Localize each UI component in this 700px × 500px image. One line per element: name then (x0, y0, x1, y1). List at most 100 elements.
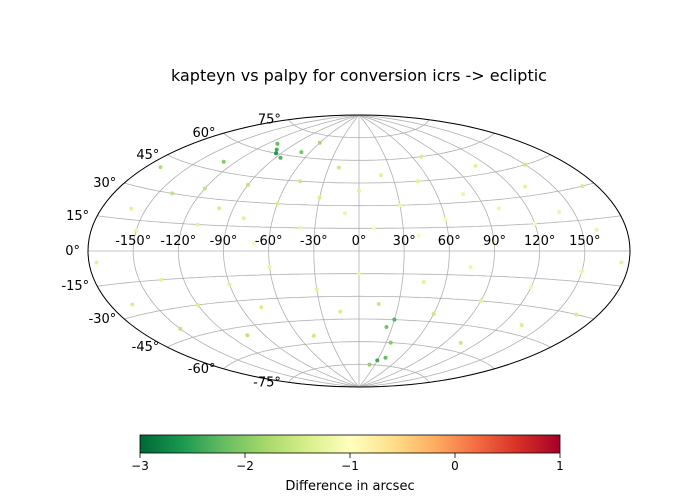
data-point (379, 173, 383, 178)
data-point (338, 309, 343, 314)
data-point (130, 302, 135, 307)
latitude-tick-label: 30° (93, 176, 116, 191)
latitude-tick-label: -45° (132, 340, 160, 355)
data-point (388, 340, 393, 345)
parallel-line (223, 132, 495, 161)
data-point (259, 305, 264, 310)
latitude-tick-label: -15° (61, 279, 89, 294)
data-point (274, 151, 279, 156)
sky-outline (87, 114, 631, 388)
colorbar-tick-label: 1 (556, 459, 564, 473)
data-point (579, 269, 584, 274)
latitude-tick-label: 60° (192, 126, 215, 141)
longitude-tick-label: -150° (115, 234, 151, 249)
data-point (94, 260, 99, 265)
data-point (574, 312, 579, 317)
colorbar-gradient (139, 434, 561, 454)
latitude-tick-label: -75° (253, 375, 281, 390)
data-point (523, 162, 528, 167)
data-point (496, 206, 501, 211)
colorbar-tick-label: −3 (131, 459, 149, 473)
data-point (443, 217, 448, 222)
longitude-tick-label: 150° (569, 234, 600, 249)
data-point (267, 264, 272, 269)
data-point (473, 163, 478, 168)
data-point (519, 323, 524, 328)
data-point (298, 179, 303, 184)
longitude-tick-labels: -150° -120° -90° -60° -30° 0° 30° 60° 90° 120° 150… (115, 234, 600, 249)
data-point (298, 225, 303, 230)
parallel-line (167, 154, 551, 184)
data-point (371, 226, 376, 231)
data-point (342, 211, 347, 216)
data-point (357, 271, 361, 276)
chart-title: kapteyn vs palpy for conversion icrs -> … (171, 66, 547, 85)
colorbar-label: Difference in arcsec (285, 479, 414, 494)
data-point (221, 159, 226, 164)
data-point (245, 333, 250, 338)
data-point (170, 191, 175, 196)
data-point (458, 340, 463, 345)
data-point (619, 260, 624, 265)
data-point (178, 326, 183, 331)
data-point (278, 155, 283, 160)
parallel-line (288, 119, 430, 139)
data-point (202, 186, 207, 191)
data-point (195, 222, 200, 227)
data-point (367, 362, 372, 367)
longitude-tick-label: -30° (300, 234, 328, 249)
colorbar: −3 −2 −1 0 1 Difference in arcsec (131, 434, 564, 494)
data-point (478, 298, 483, 303)
colorbar-ticks: −3 −2 −1 0 1 (131, 453, 564, 473)
data-point (397, 203, 402, 208)
data-point (336, 165, 341, 170)
data-point (227, 282, 232, 287)
colorbar-tick-label: 0 (451, 459, 459, 473)
longitude-tick-label: -120° (160, 234, 196, 249)
graticule (87, 114, 631, 388)
data-point (384, 325, 389, 329)
longitude-tick-label: 0° (352, 234, 367, 249)
data-point (158, 165, 163, 170)
longitude-tick-label: 60° (438, 234, 461, 249)
parallel-line (124, 182, 594, 207)
parallel-line (223, 341, 495, 370)
data-point (299, 150, 304, 155)
data-point (532, 221, 537, 226)
longitude-tick-label: 90° (483, 234, 506, 249)
data-point (314, 287, 319, 292)
data-point (580, 184, 585, 189)
data-point (415, 179, 420, 184)
data-point (217, 206, 222, 211)
data-point (557, 210, 562, 215)
longitude-tick-label: 30° (393, 234, 416, 249)
latitude-tick-label: 75° (258, 113, 281, 128)
data-point (392, 317, 397, 322)
data-point (241, 216, 246, 221)
data-point (246, 182, 250, 187)
colorbar-tick-label: −1 (341, 459, 359, 473)
data-point (419, 154, 424, 159)
latitude-tick-label: 45° (136, 148, 159, 163)
sky-boundary (87, 114, 631, 388)
colorbar-tick-label: −2 (236, 459, 254, 473)
data-point (383, 355, 388, 360)
data-point (468, 265, 473, 270)
data-point (134, 228, 139, 233)
data-point (311, 333, 316, 338)
latitude-tick-label: 15° (66, 209, 89, 224)
data-point (416, 233, 421, 238)
latitude-tick-label: -60° (188, 362, 216, 377)
parallel-line (167, 318, 551, 348)
data-point (523, 184, 528, 189)
data-point (317, 195, 322, 200)
data-point (431, 311, 436, 316)
longitude-tick-label: 120° (524, 234, 555, 249)
latitude-tick-label: -30° (89, 312, 117, 327)
longitude-tick-label: -90° (210, 234, 238, 249)
data-point (375, 358, 380, 363)
data-point (274, 147, 279, 152)
data-point (461, 192, 466, 197)
data-point (195, 302, 200, 307)
